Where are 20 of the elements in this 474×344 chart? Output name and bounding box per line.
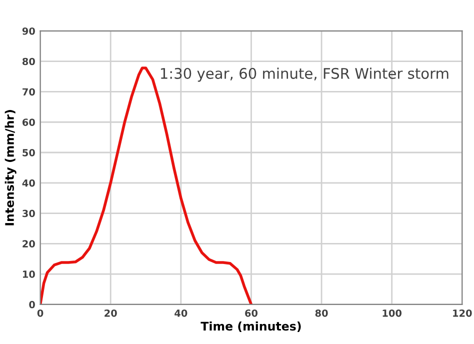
x-tick-label: 60 [245, 309, 258, 317]
y-axis-title: Intensity (mm/hr) [4, 110, 16, 226]
x-tick-label: 120 [453, 309, 472, 317]
x-tick-label: 40 [174, 309, 188, 317]
x-tick-label: 0 [37, 309, 44, 317]
y-tick-label: 70 [22, 88, 35, 96]
y-tick-label: 0 [29, 300, 35, 308]
y-tick-label: 30 [22, 210, 35, 218]
x-tick-label: 20 [104, 309, 117, 317]
x-axis-title: Time (minutes) [200, 321, 301, 332]
y-tick-label: 20 [22, 240, 35, 248]
y-tick-label: 60 [22, 118, 35, 126]
y-tick-label: 50 [22, 148, 35, 156]
y-tick-label: 80 [22, 58, 35, 66]
x-tick-label: 80 [315, 309, 328, 317]
annotation: 1:30 year, 60 minute, FSR Winter storm [160, 68, 448, 82]
y-tick-label: 90 [22, 27, 35, 35]
y-tick-label: 40 [22, 179, 35, 187]
x-tick-label: 100 [382, 309, 402, 317]
y-tick-label: 10 [22, 270, 35, 278]
